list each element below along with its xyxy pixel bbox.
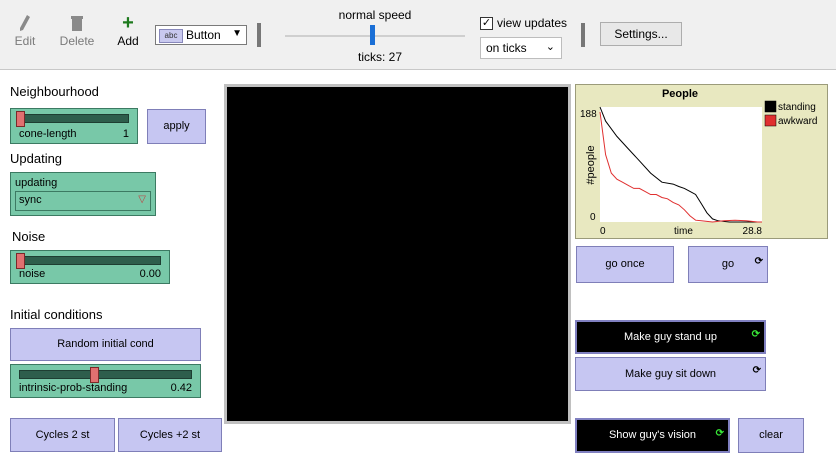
speed-slider-thumb[interactable] bbox=[370, 25, 375, 45]
go-button[interactable]: go ⟳ bbox=[688, 246, 768, 283]
widget-type-select[interactable]: abc Button ▼ bbox=[155, 25, 247, 45]
cone-length-slider[interactable]: cone-length 1 bbox=[10, 108, 138, 144]
x-max-label: 28.8 bbox=[743, 226, 763, 237]
slider-thumb[interactable] bbox=[89, 367, 99, 383]
sit-down-label: Make guy sit down bbox=[624, 368, 717, 380]
pencil-icon bbox=[5, 14, 45, 32]
y-min-label: 0 bbox=[590, 212, 596, 223]
forever-loop-icon: ⟳ bbox=[715, 428, 724, 439]
slider-value: 0.42 bbox=[170, 382, 192, 394]
x-axis-label: time bbox=[674, 226, 693, 237]
button-widget-icon: abc bbox=[159, 29, 183, 43]
slider-track bbox=[19, 114, 129, 123]
update-mode-value: on ticks bbox=[486, 41, 527, 55]
people-plot-svg: People 188 0 0 time 28.8 #people standin… bbox=[580, 88, 817, 237]
slider-name: noise bbox=[19, 268, 46, 280]
add-button[interactable]: + Add bbox=[108, 12, 148, 48]
noise-slider[interactable]: noise 0.00 bbox=[10, 250, 170, 284]
ticks-counter: ticks: 27 bbox=[357, 50, 402, 64]
cycles-plus-2-st-button[interactable]: Cycles +2 st bbox=[118, 418, 222, 452]
toolbar-divider bbox=[581, 23, 585, 47]
slider-track bbox=[19, 370, 192, 379]
show-guys-vision-button[interactable]: Show guy's vision ⟳ bbox=[575, 418, 730, 453]
plot-title: People bbox=[662, 88, 698, 100]
make-guy-sit-down-button[interactable]: Make guy sit down ⟳ bbox=[575, 357, 766, 391]
stand-up-label: Make guy stand up bbox=[624, 331, 717, 343]
y-max-label: 188 bbox=[580, 109, 597, 120]
series-line-standing bbox=[599, 106, 762, 223]
random-initial-cond-button[interactable]: Random initial cond bbox=[10, 328, 201, 361]
noise-heading: Noise bbox=[12, 229, 46, 244]
delete-button[interactable]: Delete bbox=[57, 14, 97, 48]
legend-label-standing: standing bbox=[778, 102, 816, 113]
people-plot: People 188 0 0 time 28.8 #people standin… bbox=[575, 84, 828, 239]
y-axis-label: #people bbox=[585, 145, 597, 184]
edit-label: Edit bbox=[14, 34, 36, 48]
updating-heading: Updating bbox=[10, 151, 63, 166]
show-vision-label: Show guy's vision bbox=[608, 429, 697, 441]
legend-swatch-awkward bbox=[764, 114, 777, 127]
chooser-box[interactable]: sync ▽ bbox=[15, 191, 151, 211]
legend-swatch-standing bbox=[764, 100, 777, 113]
toolbar-divider bbox=[257, 23, 261, 47]
view-updates-checkbox[interactable]: ✓ bbox=[480, 17, 493, 30]
chooser-name: updating bbox=[15, 177, 58, 189]
settings-button[interactable]: Settings... bbox=[600, 22, 682, 46]
dropdown-arrow-icon: ▼ bbox=[232, 28, 242, 39]
slider-name: cone-length bbox=[19, 128, 77, 140]
add-label: Add bbox=[117, 34, 139, 48]
delete-label: Delete bbox=[59, 34, 95, 48]
forever-loop-icon: ⟳ bbox=[754, 256, 763, 267]
slider-value: 0.00 bbox=[139, 268, 161, 280]
trash-icon bbox=[57, 14, 97, 32]
apply-button[interactable]: apply bbox=[147, 109, 206, 144]
chooser-value: sync bbox=[19, 194, 42, 206]
slider-thumb[interactable] bbox=[16, 111, 25, 127]
edit-button[interactable]: Edit bbox=[5, 14, 45, 48]
plot-area bbox=[600, 107, 762, 222]
chevron-down-icon: ⌄ bbox=[545, 41, 555, 53]
go-button-label: go bbox=[721, 258, 735, 270]
plot-legend: standing awkward bbox=[764, 100, 817, 127]
neighbourhood-heading: Neighbourhood bbox=[10, 84, 99, 99]
go-once-button[interactable]: go once bbox=[576, 246, 674, 283]
speed-slider-track[interactable] bbox=[285, 35, 465, 37]
plus-icon: + bbox=[122, 12, 134, 34]
slider-name: intrinsic-prob-standing bbox=[19, 382, 128, 394]
update-mode-select[interactable]: on ticks ⌄ bbox=[480, 37, 562, 59]
updating-chooser[interactable]: updating sync ▽ bbox=[10, 172, 156, 216]
forever-loop-icon: ⟳ bbox=[752, 365, 761, 376]
legend-label-awkward: awkward bbox=[778, 116, 817, 127]
view-updates-label: view updates bbox=[497, 16, 568, 30]
intrinsic-prob-standing-slider[interactable]: intrinsic-prob-standing 0.42 bbox=[10, 364, 201, 398]
forever-loop-icon: ⟳ bbox=[751, 329, 760, 340]
slider-thumb[interactable] bbox=[16, 253, 25, 269]
widget-type-value: Button bbox=[186, 28, 221, 42]
series-line-awkward bbox=[599, 111, 762, 223]
slider-track bbox=[19, 256, 161, 265]
plot-lines bbox=[599, 106, 762, 223]
world-view[interactable] bbox=[224, 84, 571, 424]
slider-value: 1 bbox=[122, 128, 129, 140]
speed-label: normal speed bbox=[338, 8, 412, 22]
make-guy-stand-up-button[interactable]: Make guy stand up ⟳ bbox=[575, 320, 766, 354]
dropdown-triangle-icon: ▽ bbox=[138, 194, 146, 205]
initial-conditions-heading: Initial conditions bbox=[10, 307, 103, 322]
cycles-2-st-button[interactable]: Cycles 2 st bbox=[10, 418, 115, 452]
x-min-label: 0 bbox=[600, 226, 606, 237]
clear-button[interactable]: clear bbox=[738, 418, 804, 453]
